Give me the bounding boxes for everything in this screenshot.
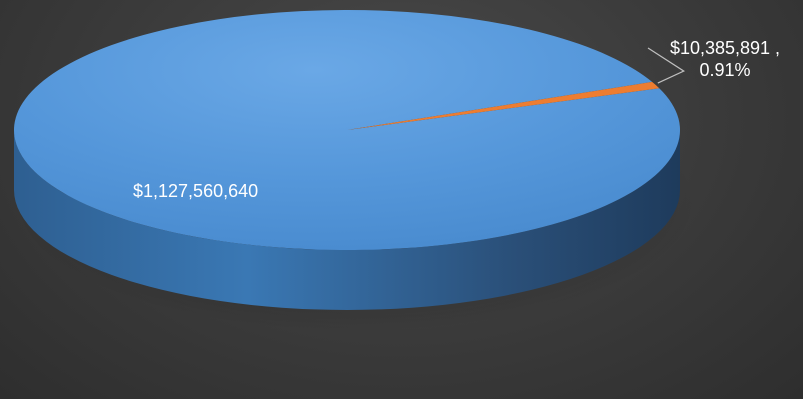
slice-main: [14, 10, 681, 251]
slice-label-small-value: $10,385,891 ,: [669, 38, 781, 58]
slice-label-small: $10,385,891 , 0.91%: [650, 37, 800, 81]
slice-label-small-percent: 0.91%: [699, 60, 751, 80]
slice-small: [347, 81, 660, 130]
slice-label-main: $1,127,560,640: [133, 181, 259, 201]
leader-line: [647, 47, 686, 84]
pie-side-wall: [14, 130, 680, 310]
